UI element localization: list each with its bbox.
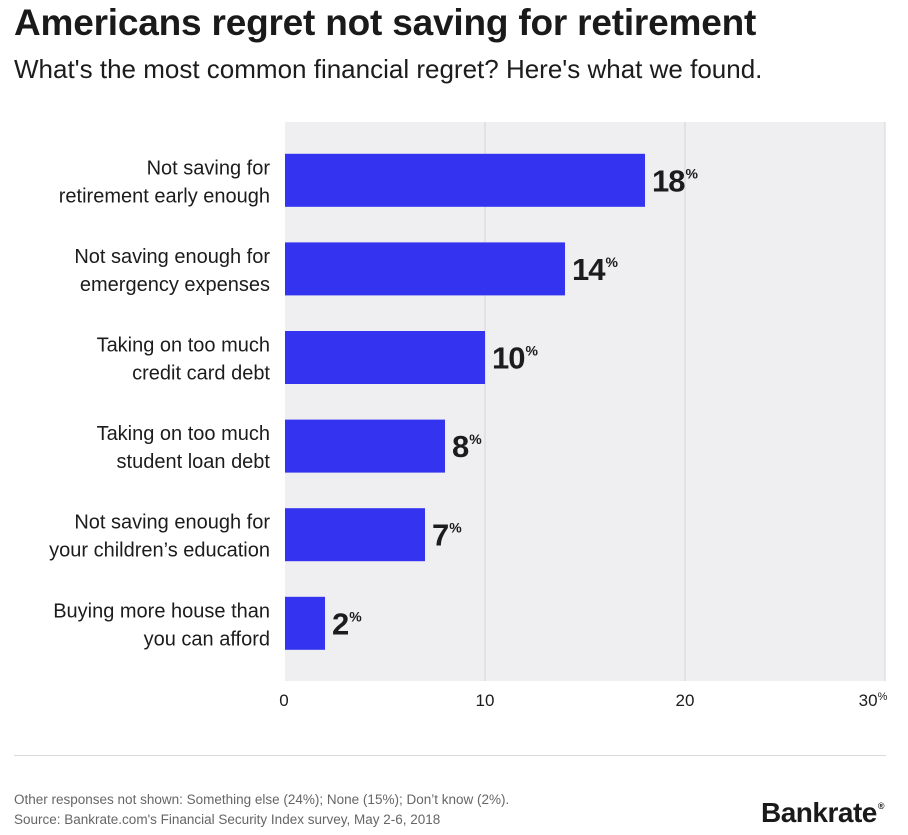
category-label-line: Taking on too much xyxy=(97,335,270,357)
category-label-line: emergency expenses xyxy=(80,274,270,296)
value-unit: % xyxy=(469,431,482,447)
x-tick-label: 10 xyxy=(476,691,495,710)
value-unit: % xyxy=(605,254,618,270)
value-unit: % xyxy=(685,165,698,181)
category-label-line: retirement early enough xyxy=(59,185,270,207)
bar xyxy=(285,508,425,562)
category-label: Taking on too much credit card debt xyxy=(97,335,271,385)
bar xyxy=(285,153,645,207)
value-unit: % xyxy=(525,343,538,359)
category-label-line: Not saving enough for xyxy=(74,246,270,268)
bankrate-logo: Bankrate® xyxy=(761,797,884,829)
bar xyxy=(285,331,485,384)
category-label-line: student loan debt xyxy=(117,451,271,473)
plot-area xyxy=(285,122,885,681)
chart-subtitle: What's the most common financial regret?… xyxy=(14,54,763,84)
x-tick-unit: % xyxy=(878,691,888,703)
category-label: Not saving for retirement early enough xyxy=(59,157,271,207)
category-label: Not saving enough for your children’s edu… xyxy=(49,512,270,562)
value-unit: % xyxy=(449,520,462,536)
x-tick-label: 0 xyxy=(279,691,288,710)
category-label-line: Taking on too much xyxy=(97,423,270,445)
bar xyxy=(285,242,565,296)
category-label: Not saving enough for emergency expenses xyxy=(74,246,270,296)
source-note: Source: Bankrate.com's Financial Securit… xyxy=(14,812,441,827)
x-tick-label: 20 xyxy=(676,691,695,710)
brand-name: Bankrate xyxy=(761,797,877,828)
bar xyxy=(285,419,445,473)
bar-chart: 0 10 20 30%18%Not saving for retirement earl… xyxy=(49,122,888,710)
x-tick-label: 30% xyxy=(859,691,888,710)
category-label-line: credit card debt xyxy=(132,363,270,385)
bar xyxy=(285,596,325,650)
category-label-line: Not saving for xyxy=(147,157,271,179)
registered-mark: ® xyxy=(877,801,885,811)
category-label-line: Buying more house than xyxy=(53,600,270,622)
value-unit: % xyxy=(349,608,362,624)
category-label-line: Not saving enough for xyxy=(74,512,270,534)
chart-title: Americans regret not saving for retireme… xyxy=(14,2,757,43)
footnote-other-responses: Other responses not shown: Something els… xyxy=(14,792,510,807)
category-label-line: your children’s education xyxy=(49,540,270,562)
category-label: Taking on too much student loan debt xyxy=(97,423,271,473)
category-label: Buying more house than you can afford xyxy=(53,600,270,650)
footer-divider xyxy=(14,755,886,756)
category-label-line: you can afford xyxy=(144,628,270,650)
